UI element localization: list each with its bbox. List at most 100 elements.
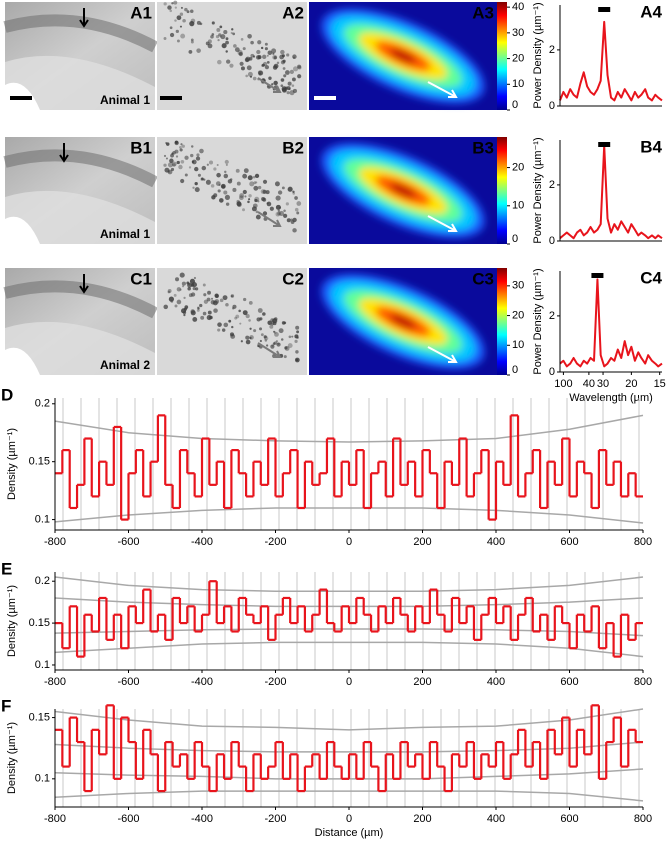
- cell-body: [190, 153, 194, 158]
- cell-body: [190, 309, 195, 314]
- panel-label: A3: [472, 3, 494, 22]
- y-axis-label: Power Density (µm⁻¹): [532, 137, 544, 243]
- envelope-line: [54, 741, 644, 753]
- cell-body: [265, 190, 270, 195]
- heat-map: C3: [309, 268, 497, 375]
- cell-body: [289, 69, 294, 74]
- cell-body: [184, 173, 188, 177]
- cell-body: [175, 155, 179, 158]
- cell-body: [231, 28, 234, 31]
- cell-body: [281, 321, 286, 325]
- cell-body: [276, 61, 280, 65]
- cell-body: [242, 189, 247, 195]
- cell-body: [273, 80, 278, 86]
- cell-body: [284, 346, 288, 350]
- colorbar: [497, 268, 507, 375]
- scale-bar: [160, 96, 182, 100]
- cell-body: [292, 88, 297, 94]
- cell-body: [234, 316, 238, 320]
- x-tick-label: -200: [264, 536, 286, 548]
- tissue-edge: [5, 347, 40, 375]
- cell-body: [242, 208, 246, 212]
- cell-body: [261, 196, 266, 202]
- colorbar-tick-label: 0: [512, 364, 518, 376]
- x-tick-label: -400: [191, 536, 213, 548]
- panel-label: A2: [282, 3, 304, 22]
- cell-body: [243, 297, 247, 302]
- cell-body: [283, 213, 288, 218]
- cell-body: [199, 303, 203, 308]
- cell-body: [221, 43, 227, 49]
- panel-label: A1: [130, 3, 152, 22]
- cell-body: [248, 194, 252, 198]
- cell-body: [213, 167, 217, 171]
- cell-body: [229, 178, 233, 181]
- cell-image: C2: [157, 268, 307, 375]
- cell-body: [217, 189, 221, 193]
- cell-body: [176, 39, 180, 43]
- cell-body: [197, 307, 200, 310]
- cell-body: [248, 300, 253, 305]
- cell-body: [225, 163, 228, 166]
- y-tick-label: 0.1: [35, 773, 50, 785]
- cell-body: [170, 300, 174, 303]
- cell-body: [280, 84, 284, 88]
- cell-body: [202, 311, 207, 316]
- arrow: [427, 346, 458, 363]
- cell-body: [288, 335, 292, 339]
- panel-label: B3: [472, 138, 494, 157]
- cell-body: [294, 334, 299, 339]
- cell-body: [297, 64, 302, 69]
- plot: 0.1 0.15 0.2 -800 -600 -400 -200 0 200 400 600 800 D…: [1, 385, 652, 547]
- cell-body: [192, 186, 195, 189]
- cell-body: [167, 162, 174, 168]
- plot: 0 2 Power Density (µm⁻¹) B4: [532, 137, 663, 247]
- cell-body: [253, 185, 259, 191]
- cell-body: [219, 198, 224, 203]
- cell-body: [250, 53, 255, 58]
- cell-body: [283, 209, 286, 212]
- cell-body: [196, 153, 200, 157]
- cell-body: [269, 206, 274, 211]
- cell-body: [296, 211, 300, 215]
- cell-body: [211, 33, 215, 36]
- cell-body: [205, 179, 211, 185]
- x-tick-label: 400: [487, 676, 505, 688]
- cell-body: [222, 295, 228, 301]
- cell-body: [232, 32, 236, 36]
- cell-body: [267, 320, 272, 325]
- cell-body: [230, 334, 236, 339]
- cell-body: [190, 40, 194, 44]
- cortex-layer: [3, 149, 158, 188]
- panel-label: A4: [640, 2, 662, 21]
- cell-body: [239, 322, 242, 325]
- cell-body: [233, 44, 237, 48]
- cell-body: [220, 183, 226, 189]
- cell-body: [184, 155, 189, 160]
- y-tick-label: 0: [549, 366, 555, 378]
- cell-body: [216, 172, 221, 178]
- cell-body: [283, 74, 287, 78]
- cell-body: [273, 56, 277, 60]
- cell-body: [174, 140, 179, 144]
- density-contour: [390, 183, 416, 198]
- cell-body: [229, 63, 234, 68]
- colorbar-tick-label: 30: [512, 27, 524, 39]
- cell-body: [182, 285, 185, 288]
- cell-body: [213, 308, 218, 313]
- density-contour: [390, 49, 416, 63]
- x-axis-label: Distance (µm): [315, 827, 384, 839]
- scale-bar: [10, 96, 32, 100]
- cell-body: [257, 40, 262, 45]
- cell-body: [258, 70, 264, 76]
- cell-body: [235, 168, 240, 173]
- cell-body: [183, 307, 188, 311]
- panel-label: C3: [472, 269, 494, 288]
- cell-body: [191, 145, 194, 148]
- peak-marker: [598, 7, 611, 12]
- cell-body: [239, 195, 244, 201]
- cell-body: [200, 315, 205, 320]
- cell-body: [242, 310, 248, 316]
- cell-body: [212, 300, 218, 306]
